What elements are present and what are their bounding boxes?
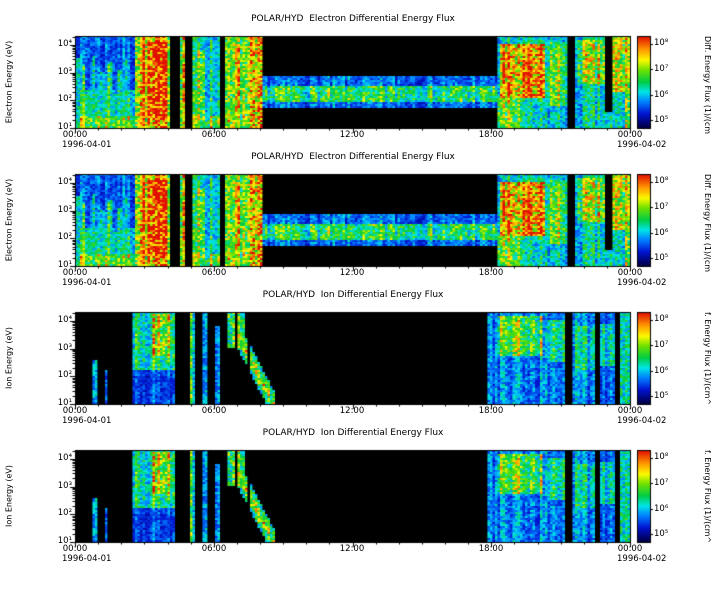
colorbar-tick-label: 10⁵	[654, 391, 669, 401]
x-tick-label: 00:00	[62, 406, 88, 416]
end-date-label: 1996-04-02	[617, 278, 667, 288]
panel-title: POLAR/HYD Ion Differential Energy Flux	[262, 290, 444, 300]
colorbar-tick-label: 10⁵	[654, 253, 669, 263]
colorbar-tick-label: 10⁸	[654, 314, 669, 324]
x-tick-label: 18:00	[478, 130, 504, 140]
colorbar-axis-label: Diff. Energy Flux (1)/(cm	[703, 36, 712, 135]
y-tick-label: 10²	[57, 370, 72, 380]
end-date-label: 1996-04-02	[617, 554, 667, 564]
spectrogram-canvas	[0, 428, 722, 566]
panel-title: POLAR/HYD Electron Differential Energy F…	[251, 152, 455, 162]
colorbar-tick-label: 10⁵	[654, 115, 669, 125]
spectrogram-canvas	[0, 152, 722, 290]
y-tick-label: 10¹	[57, 536, 72, 546]
y-tick-label: 10²	[57, 508, 72, 518]
panel-title: POLAR/HYD Ion Differential Energy Flux	[262, 428, 444, 438]
x-tick-label: 12:00	[339, 130, 365, 140]
y-axis-label: Ion Energy (eV)	[4, 464, 14, 528]
colorbar-tick-label: 10⁷	[654, 340, 669, 350]
x-tick-label: 00:00	[62, 130, 88, 140]
x-tick-label: 00:00	[617, 130, 643, 140]
x-tick-label: 06:00	[201, 268, 227, 278]
x-tick-label: 00:00	[62, 268, 88, 278]
start-date-label: 1996-04-01	[62, 278, 112, 288]
colorbar-tick-label: 10⁶	[654, 228, 669, 238]
x-tick-label: 18:00	[478, 268, 504, 278]
x-tick-label: 06:00	[201, 544, 227, 554]
x-tick-label: 00:00	[617, 544, 643, 554]
x-tick-label: 06:00	[201, 406, 227, 416]
x-tick-label: 18:00	[478, 544, 504, 554]
colorbar-tick-label: 10⁸	[654, 452, 669, 462]
colorbar-axis-label: f. Energy Flux (1)/(cm^	[703, 450, 712, 544]
panel-electron-flux-1: POLAR/HYD Electron Differential Energy F…	[0, 14, 722, 152]
y-tick-label: 10²	[57, 94, 72, 104]
y-tick-label: 10¹	[57, 260, 72, 270]
end-date-label: 1996-04-02	[617, 416, 667, 426]
x-tick-label: 00:00	[617, 268, 643, 278]
x-tick-label: 12:00	[339, 406, 365, 416]
colorbar-tick-label: 10⁷	[654, 478, 669, 488]
x-tick-label: 00:00	[617, 406, 643, 416]
y-tick-label: 10²	[57, 232, 72, 242]
panel-title: POLAR/HYD Electron Differential Energy F…	[251, 14, 455, 24]
panel-ion-flux-2: POLAR/HYD Ion Differential Energy Flux I…	[0, 428, 722, 566]
x-tick-label: 06:00	[201, 130, 227, 140]
y-tick-label: 10³	[57, 67, 72, 77]
y-axis-label: Electron Energy (eV)	[4, 40, 14, 124]
start-date-label: 1996-04-01	[62, 416, 112, 426]
y-axis-label: Ion Energy (eV)	[4, 326, 14, 390]
x-tick-label: 12:00	[339, 544, 365, 554]
start-date-label: 1996-04-01	[62, 140, 112, 150]
x-tick-label: 12:00	[339, 268, 365, 278]
y-tick-label: 10⁴	[57, 315, 72, 325]
colorbar-tick-label: 10⁷	[654, 202, 669, 212]
colorbar-tick-label: 10⁵	[654, 529, 669, 539]
y-tick-label: 10⁴	[57, 39, 72, 49]
y-tick-label: 10³	[57, 343, 72, 353]
colorbar-tick-label: 10⁶	[654, 90, 669, 100]
colorbar-axis-label: Diff. Energy Flux (1)/(cm	[703, 174, 712, 273]
colorbar-tick-label: 10⁶	[654, 504, 669, 514]
spectrogram-canvas	[0, 290, 722, 428]
start-date-label: 1996-04-01	[62, 554, 112, 564]
y-tick-label: 10⁴	[57, 453, 72, 463]
end-date-label: 1996-04-02	[617, 140, 667, 150]
y-axis-label: Electron Energy (eV)	[4, 178, 14, 262]
y-tick-label: 10⁴	[57, 177, 72, 187]
x-tick-label: 18:00	[478, 406, 504, 416]
panel-ion-flux-1: POLAR/HYD Ion Differential Energy Flux I…	[0, 290, 722, 428]
panel-electron-flux-2: POLAR/HYD Electron Differential Energy F…	[0, 152, 722, 290]
colorbar-tick-label: 10⁶	[654, 366, 669, 376]
y-tick-label: 10³	[57, 205, 72, 215]
colorbar-tick-label: 10⁸	[654, 176, 669, 186]
y-tick-label: 10¹	[57, 122, 72, 132]
x-tick-label: 00:00	[62, 544, 88, 554]
spectrogram-canvas	[0, 14, 722, 152]
colorbar-axis-label: f. Energy Flux (1)/(cm^	[703, 312, 712, 406]
y-tick-label: 10³	[57, 481, 72, 491]
colorbar-tick-label: 10⁷	[654, 64, 669, 74]
y-tick-label: 10¹	[57, 398, 72, 408]
colorbar-tick-label: 10⁸	[654, 38, 669, 48]
